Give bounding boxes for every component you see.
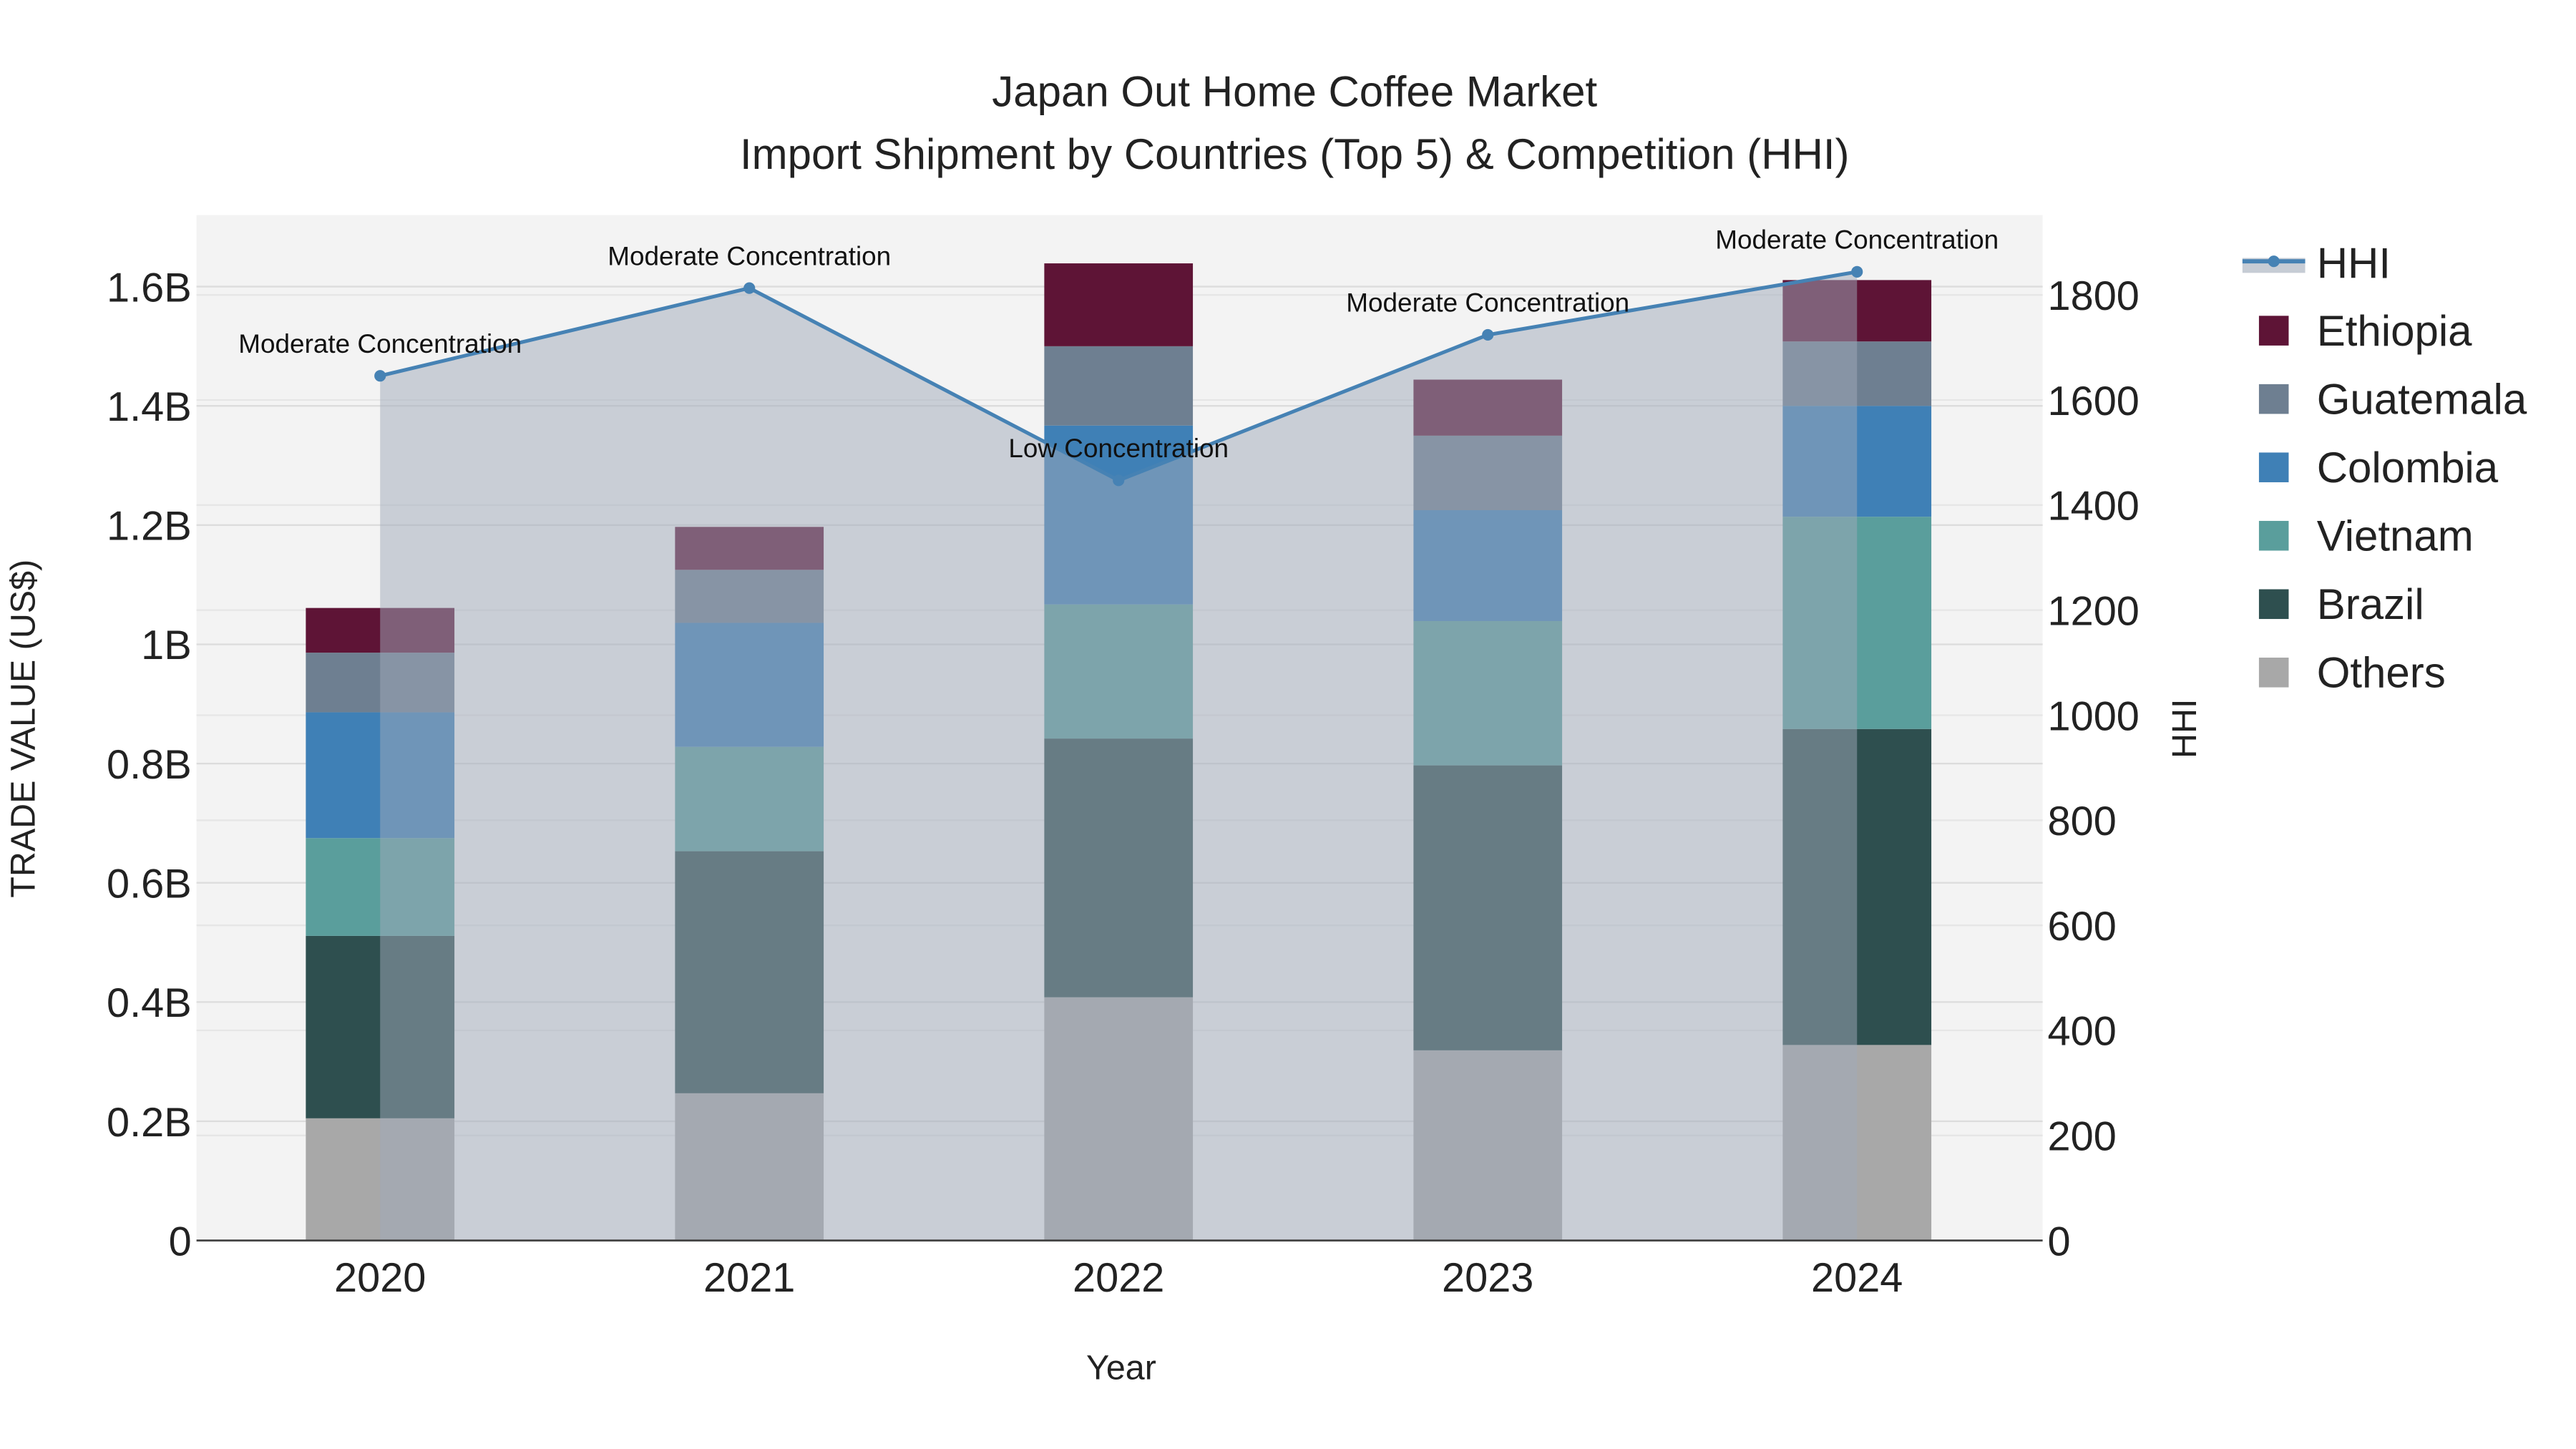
legend-label-brazil: Brazil [2317, 580, 2424, 628]
hhi-point-2023 [1482, 328, 1494, 341]
hhi-annotation-2022: Low Concentration [1008, 434, 1229, 463]
hhi-point-2020 [374, 370, 386, 382]
legend: HHI Ethiopia Guatemala Colombia Vietnam Brazi… [2242, 239, 2527, 697]
legend-swatch-others [2258, 658, 2289, 688]
y2-tick-label: 1800 [2048, 273, 2140, 319]
bar-guatemala-2022 [1044, 346, 1194, 426]
y2-axis-label: HHI [2165, 699, 2204, 758]
hhi-annotation-2020: Moderate Concentration [238, 329, 522, 358]
chart-title: Japan Out Home Coffee Market [992, 67, 1597, 115]
legend-label-guatemala: Guatemala [2317, 375, 2527, 423]
bar-ethiopia-2022 [1044, 263, 1194, 346]
hhi-point-2022 [1113, 474, 1125, 487]
y2-tick-label: 1200 [2048, 588, 2140, 634]
y2-tick-label: 400 [2048, 1009, 2117, 1055]
x-tick-label: 2023 [1442, 1255, 1533, 1301]
y-axis-label: TRADE VALUE (US$) [4, 560, 42, 898]
legend-label-others: Others [2317, 649, 2446, 697]
y-tick-label: 1.4B [107, 384, 192, 430]
chart-subtitle: Import Shipment by Countries (Top 5) & C… [740, 130, 1850, 178]
y2-tick-label: 800 [2048, 799, 2117, 844]
y2-tick-label: 1400 [2048, 484, 2140, 530]
y-axis-ticks: 0 0.2B 0.4B 0.6B 0.8B 1B 1.2B 1.4B 1.6B [107, 265, 192, 1264]
hhi-layer: Moderate Concentration Moderate Concentra… [238, 225, 1999, 1241]
y-tick-label: 0.6B [107, 862, 192, 907]
y-tick-label: 1.2B [107, 504, 192, 550]
x-tick-label: 2021 [703, 1255, 795, 1301]
y-tick-label: 0 [169, 1219, 192, 1264]
legend-label-hhi: HHI [2317, 239, 2391, 287]
legend-swatch-ethiopia [2258, 316, 2289, 346]
x-tick-label: 2024 [1811, 1255, 1903, 1301]
hhi-annotation-2023: Moderate Concentration [1346, 288, 1629, 318]
hhi-annotation-2024: Moderate Concentration [1715, 225, 1999, 255]
legend-swatch-vietnam [2258, 520, 2289, 551]
y-tick-label: 0.2B [107, 1100, 192, 1146]
y2-tick-label: 600 [2048, 904, 2117, 950]
legend-label-colombia: Colombia [2317, 444, 2499, 492]
x-axis-ticks: 2020 2021 2022 2023 2024 [334, 1255, 1903, 1301]
x-axis-label: Year [1086, 1349, 1156, 1387]
x-tick-label: 2020 [334, 1255, 426, 1301]
y-tick-label: 0.4B [107, 980, 192, 1026]
legend-swatch-guatemala [2258, 384, 2289, 414]
y2-tick-label: 1600 [2048, 379, 2140, 424]
y2-tick-label: 0 [2048, 1219, 2071, 1264]
legend-label-ethiopia: Ethiopia [2317, 307, 2472, 355]
legend-swatch-brazil [2258, 589, 2289, 620]
y-tick-label: 1.6B [107, 265, 192, 311]
y2-tick-label: 200 [2048, 1114, 2117, 1160]
legend-swatch-hhi-marker [2268, 255, 2280, 268]
legend-swatch-colombia [2258, 452, 2289, 482]
y2-tick-label: 1000 [2048, 693, 2140, 739]
y-tick-label: 1B [141, 623, 192, 668]
hhi-area [380, 271, 1858, 1241]
y-tick-label: 0.8B [107, 742, 192, 788]
hhi-annotation-2021: Moderate Concentration [608, 241, 891, 270]
x-tick-label: 2022 [1073, 1255, 1164, 1301]
y2-axis-ticks: 0 200 400 600 800 1000 1200 1400 1600 1800 [2048, 273, 2140, 1264]
hhi-point-2024 [1851, 265, 1863, 278]
hhi-point-2021 [743, 282, 756, 294]
legend-label-vietnam: Vietnam [2317, 512, 2474, 560]
